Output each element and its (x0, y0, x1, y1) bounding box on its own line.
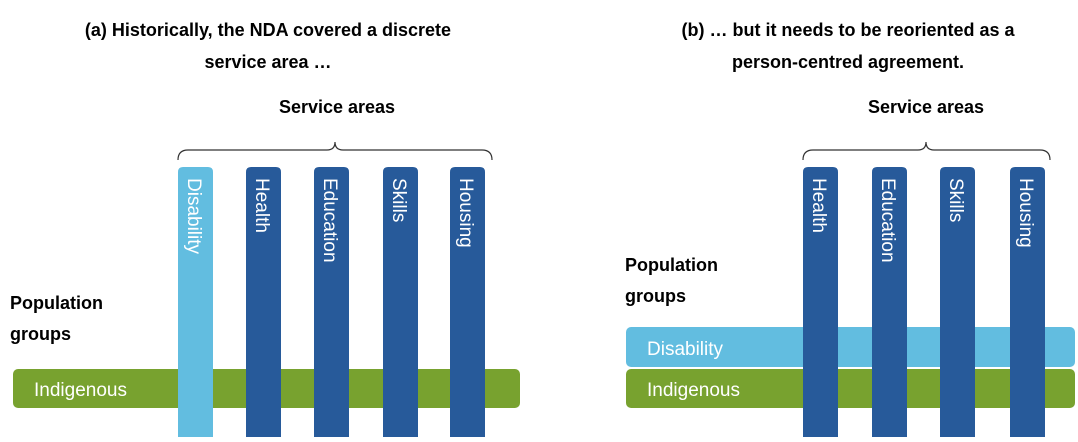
column-label: Housing (1015, 178, 1036, 248)
row-label: Disability (647, 339, 724, 360)
column-bar (803, 167, 838, 437)
column-bar (383, 167, 418, 437)
column-label: Health (808, 178, 829, 233)
brace (177, 141, 493, 161)
column-label: Education (319, 178, 340, 263)
column-bar (246, 167, 281, 437)
row-label: Indigenous (34, 380, 127, 401)
column-bar (178, 167, 213, 437)
panel-title: person-centred agreement. (732, 52, 964, 72)
column-bar (314, 167, 349, 437)
panel-a: (a) Historically, the NDA covered a disc… (10, 20, 520, 437)
column-label: Housing (455, 178, 476, 248)
column-label: Disability (183, 178, 204, 255)
population-groups-label: Population (10, 293, 103, 313)
column-bar (940, 167, 975, 437)
service-areas-label: Service areas (279, 97, 395, 117)
panel-title: (a) Historically, the NDA covered a disc… (85, 20, 451, 40)
panel-title: service area … (204, 52, 331, 72)
column-bar (872, 167, 907, 437)
column-label: Skills (388, 178, 409, 222)
column-label: Health (251, 178, 272, 233)
brace (802, 141, 1051, 161)
panel-b: (b) … but it needs to be reoriented as a… (625, 20, 1075, 437)
row-label: Indigenous (647, 380, 740, 401)
column-label: Education (877, 178, 898, 263)
column-bar (1010, 167, 1045, 437)
population-groups-label: groups (10, 324, 71, 344)
column-label: Skills (945, 178, 966, 222)
population-groups-label: groups (625, 286, 686, 306)
panel-title: (b) … but it needs to be reoriented as a (681, 20, 1015, 40)
population-groups-label: Population (625, 255, 718, 275)
service-areas-label: Service areas (868, 97, 984, 117)
column-bar (450, 167, 485, 437)
